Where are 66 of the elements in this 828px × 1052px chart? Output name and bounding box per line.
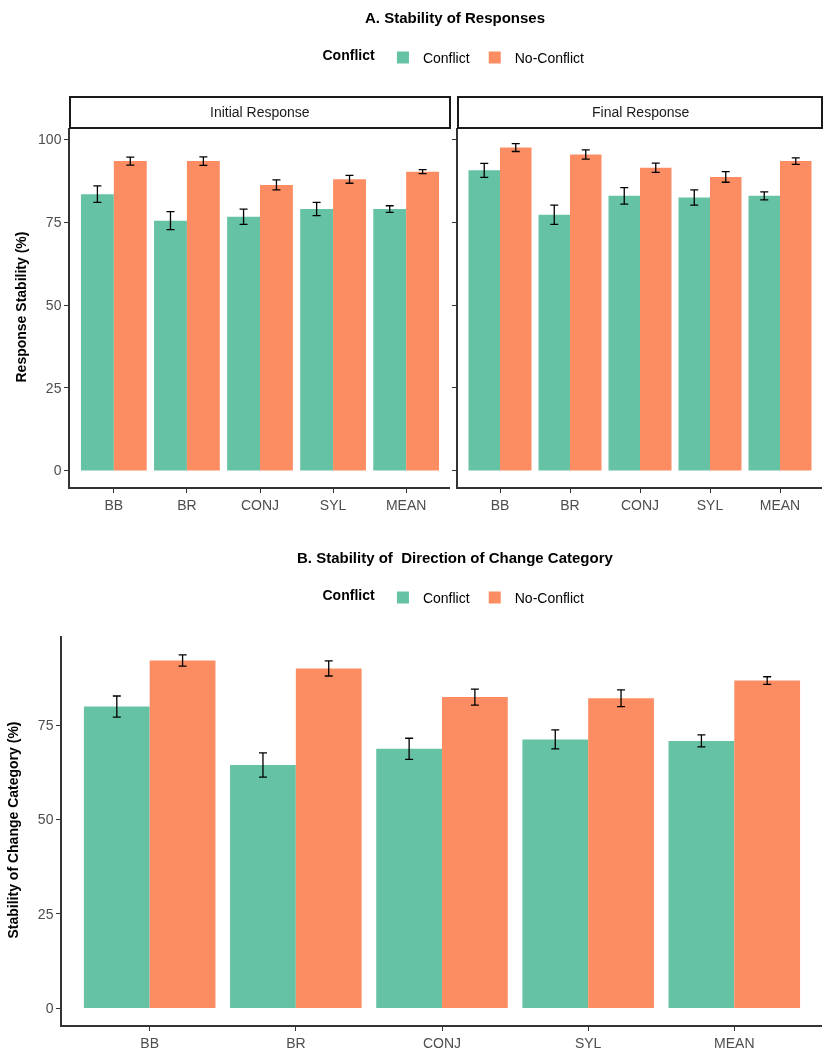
x-tick-label: BR [560,496,580,513]
bar [668,740,735,1009]
bar [333,179,366,471]
bar [780,161,812,471]
bar [154,220,187,471]
y-tick-label: 25 [37,905,54,922]
x-tick-label: BB [104,496,124,513]
x-tick-label: BR [286,1034,306,1051]
bar [734,680,801,1009]
bar [260,184,293,471]
bar [113,161,147,471]
bar [149,660,216,1009]
x-tick-label: CONJ [620,496,660,513]
bar [570,154,602,471]
x-tick-label: SYL [696,496,724,513]
x-tick-label: BR [177,496,197,513]
x-tick-label: MEAN [385,496,427,513]
bar [500,147,532,471]
x-tick-label: BB [490,496,510,513]
chart-title: B. Stability of Direction of Change Category [297,549,614,566]
bar [608,195,640,471]
bar [710,176,742,471]
y-tick-label: 0 [45,999,54,1016]
bar [538,214,570,471]
bar [300,209,334,471]
y-tick-label: 50 [45,296,62,313]
bar [227,216,260,471]
y-tick-label: 25 [45,379,62,396]
y-axis-title: Response Stability (%) [12,231,29,383]
x-tick-label: MEAN [714,1034,755,1051]
bar [442,697,508,1009]
legend-label: No-Conflict [514,50,585,67]
legend-label: Conflict [422,50,470,67]
y-tick-label: 0 [53,462,62,479]
bar [373,209,407,471]
x-tick-label: SYL [574,1034,602,1051]
bar [588,698,654,1009]
chart-subtitle: Final Response [592,104,690,120]
bar [80,194,114,471]
y-tick-label: 75 [45,214,62,231]
legend-title: Conflict [322,587,375,604]
chart-subtitle: Initial Response [210,104,310,120]
x-tick-label: MEAN [759,496,801,513]
bar [522,739,589,1009]
y-tick-label: 100 [38,131,62,148]
legend-label: No-Conflict [514,590,585,607]
x-tick-label: BB [140,1034,160,1051]
bar [640,167,672,471]
bar [230,765,296,1009]
bar [406,171,440,471]
chart-title: A. Stability of Responses [365,9,546,26]
y-tick-label: 50 [37,811,54,828]
bar [186,161,220,471]
bar [748,195,780,471]
bar [83,706,150,1009]
bar [468,170,500,471]
x-tick-label: CONJ [422,1034,462,1051]
x-tick-label: CONJ [240,496,280,513]
bar [678,197,710,471]
legend-title: Conflict [322,47,375,64]
bar [295,668,362,1009]
y-axis-title: Stability of Change Category (%) [4,721,21,939]
x-tick-label: SYL [319,496,347,513]
legend-label: Conflict [422,590,470,607]
bar [376,748,442,1009]
y-tick-label: 75 [37,716,54,733]
